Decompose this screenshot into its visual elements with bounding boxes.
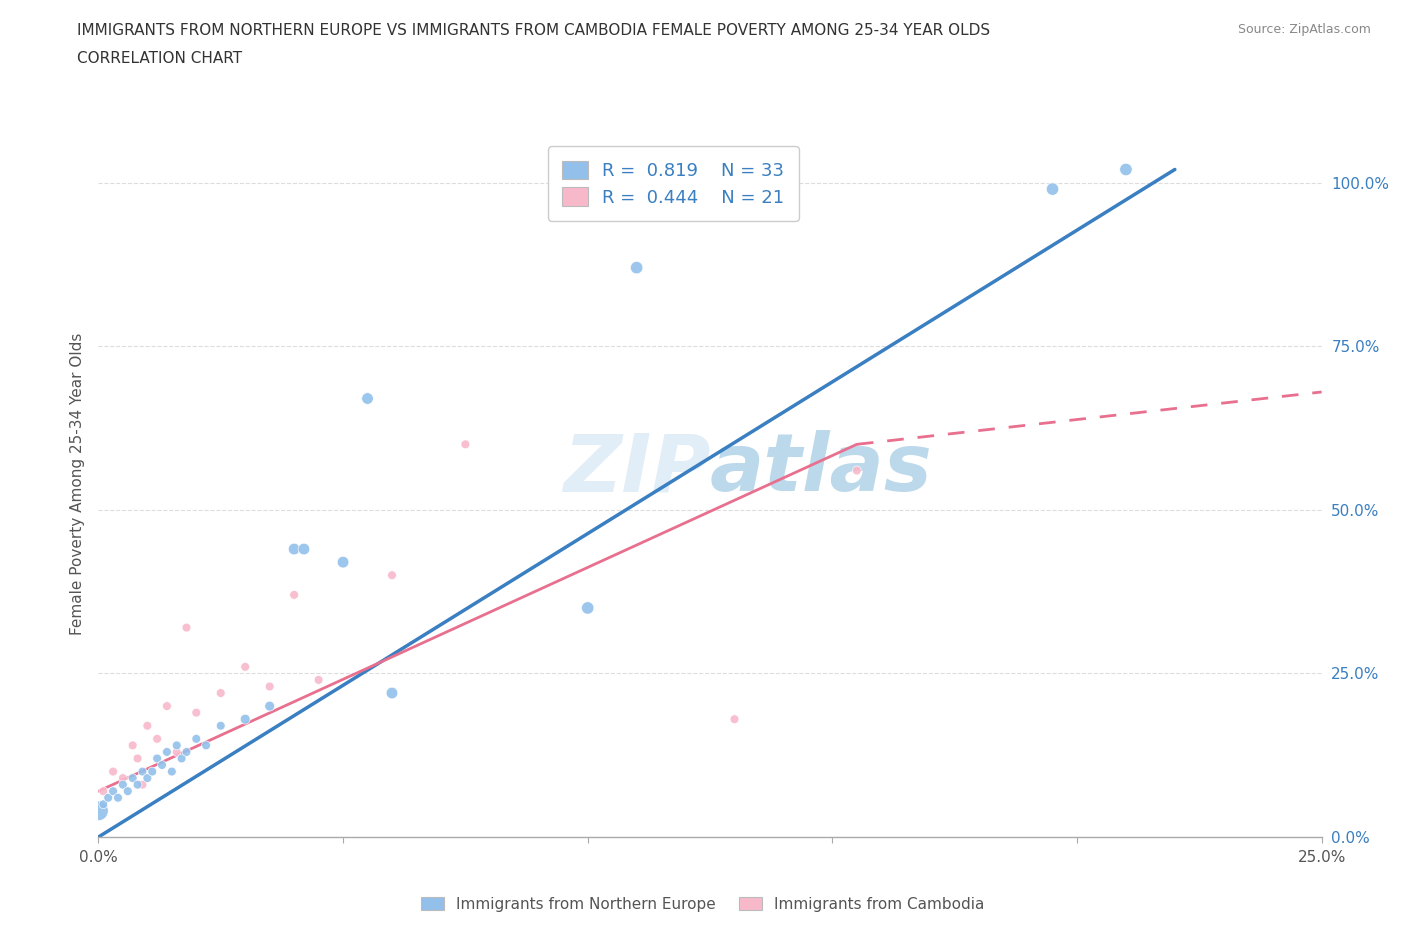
Point — [454, 437, 477, 452]
Point — [101, 764, 124, 779]
Point — [626, 260, 648, 275]
Legend: Immigrants from Northern Europe, Immigrants from Cambodia: Immigrants from Northern Europe, Immigra… — [415, 890, 991, 918]
Point — [121, 771, 143, 786]
Legend: R =  0.819    N = 33, R =  0.444    N = 21: R = 0.819 N = 33, R = 0.444 N = 21 — [548, 146, 799, 221]
Point — [127, 777, 149, 792]
Point — [107, 790, 129, 805]
Point — [308, 672, 330, 687]
Point — [332, 554, 354, 569]
Point — [283, 541, 305, 556]
Point — [176, 745, 198, 760]
Point — [356, 392, 378, 406]
Point — [131, 764, 153, 779]
Point — [166, 745, 188, 760]
Point — [136, 718, 159, 733]
Point — [576, 601, 599, 616]
Point — [233, 659, 256, 674]
Point — [121, 737, 143, 752]
Point — [141, 764, 163, 779]
Point — [176, 620, 198, 635]
Point — [170, 751, 193, 766]
Point — [101, 784, 124, 799]
Point — [97, 790, 120, 805]
Point — [111, 771, 134, 786]
Point — [381, 568, 404, 583]
Point — [160, 764, 183, 779]
Point — [381, 685, 404, 700]
Point — [156, 698, 179, 713]
Point — [186, 731, 208, 746]
Y-axis label: Female Poverty Among 25-34 Year Olds: Female Poverty Among 25-34 Year Olds — [69, 332, 84, 635]
Point — [723, 711, 745, 726]
Point — [292, 541, 315, 556]
Point — [156, 745, 179, 760]
Point — [166, 737, 188, 752]
Point — [195, 737, 218, 752]
Point — [1042, 181, 1064, 196]
Point — [111, 777, 134, 792]
Point — [127, 751, 149, 766]
Point — [87, 804, 110, 818]
Point — [233, 711, 256, 726]
Point — [91, 784, 114, 799]
Point — [91, 797, 114, 812]
Point — [150, 758, 173, 773]
Point — [186, 705, 208, 720]
Point — [146, 751, 169, 766]
Point — [209, 685, 232, 700]
Point — [283, 588, 305, 603]
Point — [117, 784, 139, 799]
Point — [1115, 162, 1137, 177]
Text: atlas: atlas — [710, 431, 932, 509]
Text: Source: ZipAtlas.com: Source: ZipAtlas.com — [1237, 23, 1371, 36]
Text: ZIP: ZIP — [562, 431, 710, 509]
Point — [259, 679, 281, 694]
Point — [845, 463, 868, 478]
Point — [259, 698, 281, 713]
Text: IMMIGRANTS FROM NORTHERN EUROPE VS IMMIGRANTS FROM CAMBODIA FEMALE POVERTY AMONG: IMMIGRANTS FROM NORTHERN EUROPE VS IMMIG… — [77, 23, 990, 38]
Point — [131, 777, 153, 792]
Point — [209, 718, 232, 733]
Text: CORRELATION CHART: CORRELATION CHART — [77, 51, 242, 66]
Point — [146, 731, 169, 746]
Point — [136, 771, 159, 786]
